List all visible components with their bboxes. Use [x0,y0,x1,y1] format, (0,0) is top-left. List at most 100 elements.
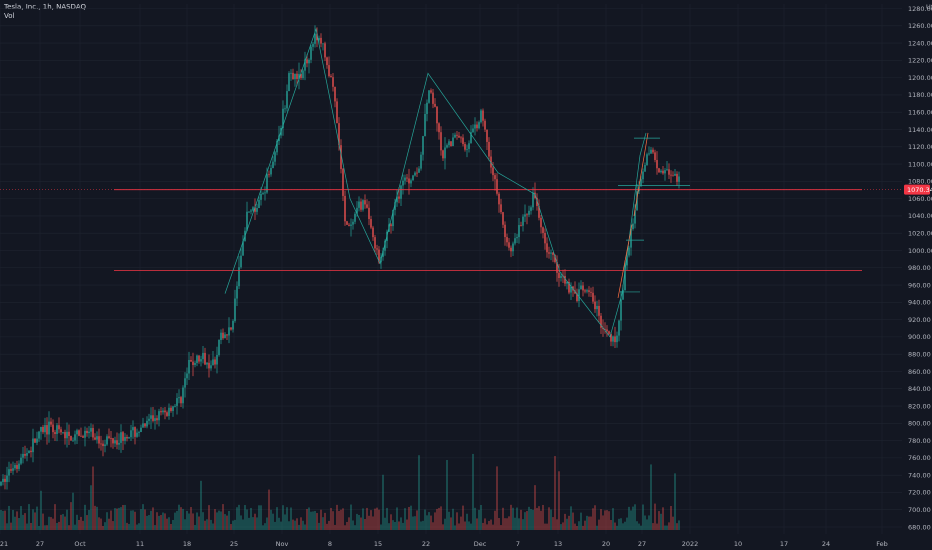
y-tick-label: 940.00 [908,299,931,307]
candle-body [334,86,336,102]
candle-body [220,332,222,341]
candle-body [204,352,206,365]
x-tick-label: 24 [822,540,830,548]
volume-bar [48,516,50,530]
candle-body [316,33,318,41]
candle-body [168,407,170,416]
volume-bar [428,512,430,530]
candle-body [672,175,674,177]
volume-bar [530,509,532,530]
candle-body [472,128,474,133]
x-tick-label: 7 [516,540,520,548]
volume-bar [62,514,64,530]
candle-body [568,281,570,293]
volume-bar [334,524,336,530]
volume-bar [612,508,614,530]
candle-body [6,475,8,482]
volume-bar [512,507,514,530]
candle-body [594,301,596,310]
volume-bar [434,512,436,530]
candle-body [336,101,338,124]
candle-body [274,152,276,162]
volume-bar [308,507,310,530]
candle-body [162,410,164,413]
candle-body [404,177,406,181]
volume-bar [564,513,566,530]
candle-body [104,444,106,447]
candle-body [272,161,274,169]
candle-body [342,168,344,196]
candle-body [148,418,150,421]
candle-body [560,275,562,279]
candle-body [528,210,530,215]
x-tick-label: Dec [474,540,487,548]
candle-body [646,154,648,166]
volume-bar [30,522,32,530]
candle-body [222,332,224,339]
volume-bar [554,456,556,530]
volume-bar [636,521,638,530]
volume-bar [32,509,34,530]
candle-body [320,37,322,44]
candle-body [4,478,6,482]
candle-body [406,177,408,179]
candle-body [108,436,110,438]
candle-body [214,359,216,365]
x-tick-label: 17 [780,540,788,548]
x-tick-label: 2022 [682,540,699,548]
volume-bar [44,525,46,530]
volume-bar [498,517,500,530]
candle-body [588,290,590,292]
volume-bar [524,512,526,530]
volume-bar [614,522,616,530]
y-tick-label: 680.00 [908,523,931,531]
candle-body [312,43,314,47]
volume-bar [280,521,282,530]
y-tick-label: 1140.00 [908,126,932,134]
volume-bar [304,524,306,530]
volume-bar [500,525,502,530]
grid [0,4,902,534]
volume-bar [164,513,166,530]
candle-body [116,440,118,445]
volume-bar [94,505,96,530]
candle-body [598,305,600,316]
candle-body [648,153,650,155]
volume-bar [606,510,608,530]
volume-bar [86,515,88,530]
candle-body [54,432,56,435]
volume-bar [452,508,454,530]
candle-body [96,436,98,440]
volume-bar [514,517,516,530]
volume-bar [294,520,296,530]
volume-bar [176,510,178,530]
candle-body [538,205,540,218]
volume-bar [284,514,286,530]
candle-body [378,249,380,263]
volume-bar [326,523,328,530]
volume-bar [296,518,298,530]
volume-bar [562,522,564,530]
candle-body [30,450,32,453]
candle-body [664,170,666,174]
candle-body [546,243,548,253]
candle-body [500,204,502,213]
volume-bar [306,508,308,530]
volume-bar [66,509,68,530]
candle-body [408,178,410,184]
volume-bar [400,517,402,530]
volume-bar [218,510,220,530]
volume-bar [178,504,180,530]
volume-bar [214,509,216,530]
volume-bar [312,511,314,530]
candle-body [490,156,492,168]
x-tick-label: 15 [374,540,382,548]
candle-body [86,430,88,434]
volume-bar [126,522,128,530]
candle-body [232,320,234,330]
candle-body [154,418,156,421]
volume-bar [128,523,130,530]
volume-bar [154,525,156,530]
candle-body [420,154,422,169]
